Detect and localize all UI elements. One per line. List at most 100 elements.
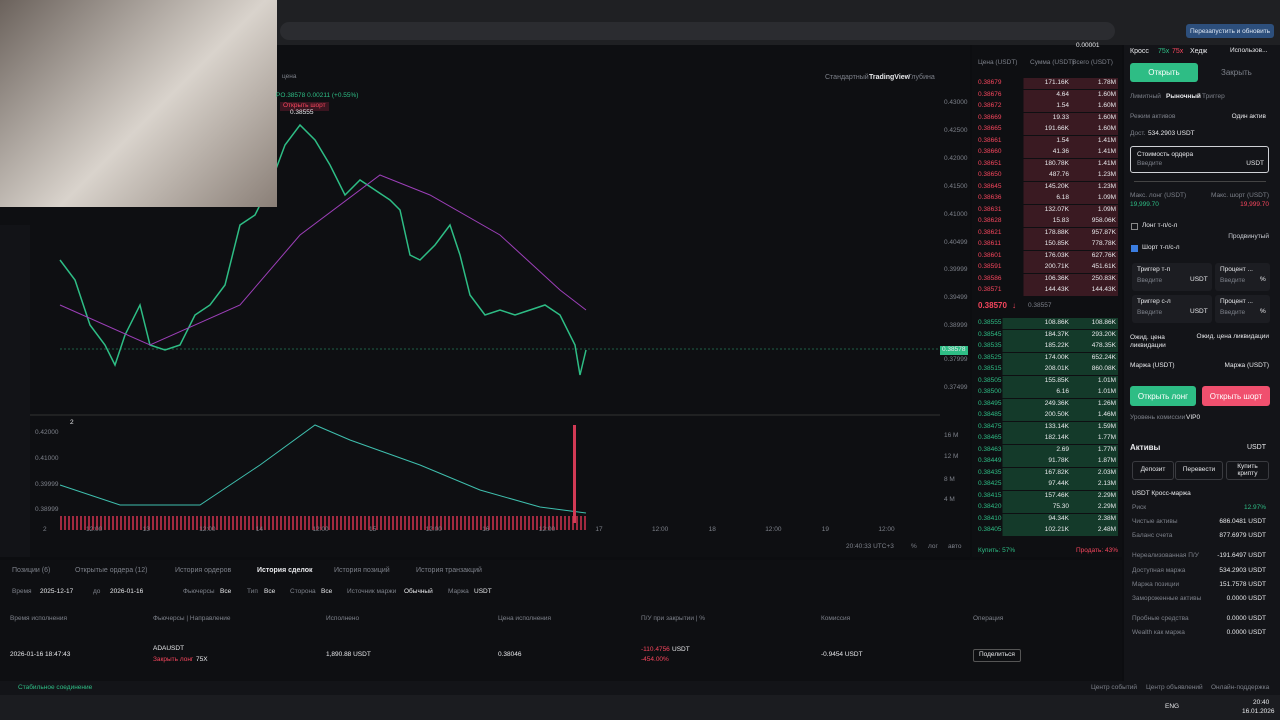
table-header[interactable]: Цена исполнения <box>498 615 552 622</box>
history-tab[interactable]: История сделок <box>257 567 313 574</box>
table-header[interactable]: Исполнено <box>326 615 360 622</box>
book-amount: 171.16K <box>1044 79 1069 86</box>
history-tab[interactable]: Позиции (6) <box>12 567 51 574</box>
asset-row-value: 0.0000 USDT <box>1226 629 1266 636</box>
input-placeholder: Введите <box>1220 277 1246 284</box>
book-amount: 4.64 <box>1056 90 1069 98</box>
order-type-tab[interactable]: Лимитный <box>1130 93 1161 100</box>
depth-bar <box>1000 421 1118 433</box>
history-tab[interactable]: История транзакций <box>416 567 482 574</box>
table-header[interactable]: Операция <box>973 615 1004 622</box>
volume-price-tick: 0.38999 <box>35 506 59 513</box>
moving-average <box>59 174 587 346</box>
fee: -0.9454 USDT <box>821 651 863 658</box>
account-name: USDT Кросс-маржа <box>1132 490 1191 497</box>
book-price: 0.38660 <box>978 148 1002 155</box>
book-total: 1.41M <box>1097 159 1116 167</box>
tab-close[interactable]: Закрыть <box>1221 68 1252 77</box>
depth-bar <box>1000 101 1118 112</box>
book-amount: 102.21K <box>1044 526 1069 533</box>
share-button[interactable]: Поделиться <box>973 649 1021 662</box>
tp-box <box>1132 263 1212 291</box>
pane-index: 2 <box>70 419 74 426</box>
input-unit: USDT <box>1190 308 1208 315</box>
tab-open[interactable]: Открыть <box>1130 63 1198 82</box>
asset-button[interactable]: Купить крипту <box>1226 461 1269 480</box>
history-tab[interactable]: Открытые ордера (12) <box>75 567 148 574</box>
volume-tick: 4 M <box>944 496 955 503</box>
price-tick: 0.37999 <box>944 356 968 364</box>
history-tab[interactable]: История ордеров <box>175 567 232 574</box>
depth-bar <box>1000 181 1118 193</box>
table-header[interactable]: Время исполнения <box>10 615 67 622</box>
table-header[interactable]: П/У при закрытии | % <box>641 615 706 622</box>
book-total: 2.48M <box>1097 526 1116 533</box>
depth-bar <box>1000 490 1118 502</box>
volume-tick: 12 M <box>944 453 959 460</box>
open-long-button[interactable]: Открыть лонг <box>1130 386 1196 406</box>
depth-bar <box>1000 89 1118 101</box>
time-tick: 15 <box>369 526 377 533</box>
checkbox-long[interactable] <box>1131 223 1138 230</box>
scale-button[interactable]: авто <box>948 543 962 550</box>
restart-button[interactable]: Перезапустить и обновить <box>1186 24 1274 38</box>
depth-bar <box>1000 398 1118 410</box>
book-total: 1.09M <box>1097 205 1116 213</box>
book-header: Сумма (USDT) <box>1030 59 1075 66</box>
percent-label: Процент ... <box>1220 298 1253 305</box>
asset-row-label: Замороженные активы <box>1132 595 1202 602</box>
book-price: 0.38515 <box>978 365 1002 372</box>
pnl-unit: USDT <box>672 646 690 653</box>
price-tick: 0.39499 <box>944 294 968 302</box>
assets-title: Активы <box>1130 443 1161 452</box>
slider[interactable] <box>1134 181 1266 182</box>
book-price: 0.38410 <box>978 514 1002 522</box>
depth-bar <box>1000 364 1118 375</box>
book-price: 0.38621 <box>978 228 1002 236</box>
order-value-input: Введите <box>1137 160 1163 167</box>
asset-button[interactable]: Перевести <box>1175 461 1223 480</box>
book-amount: 208.01K <box>1044 365 1069 372</box>
exec-price: 0.38046 <box>498 651 522 658</box>
filter-value: Все <box>264 588 276 595</box>
asset-button[interactable]: Депозит <box>1132 461 1174 480</box>
book-total: 108.86K <box>1091 319 1116 326</box>
percent-unit: % <box>1260 276 1266 283</box>
book-amount: 182.14K <box>1044 434 1069 441</box>
scale-button[interactable]: % <box>911 543 917 550</box>
side: Закрыть лонг <box>153 656 194 663</box>
open-short-button[interactable]: Открыть шорт <box>1202 386 1270 406</box>
book-total: 1.26M <box>1097 399 1116 407</box>
long-tpsl: Лонг т-п/с-л <box>1142 222 1178 229</box>
asset-row-value: -191.6497 USDT <box>1217 552 1266 559</box>
history-tab[interactable]: История позиций <box>334 567 390 574</box>
order-value-unit: USDT <box>1246 160 1264 167</box>
asset-row-label: Баланс счета <box>1132 532 1173 539</box>
toolbar-item: Стандартный <box>825 74 869 81</box>
book-total: 293.20K <box>1091 330 1116 338</box>
table-header[interactable]: Комиссия <box>821 615 851 622</box>
book-price: 0.38405 <box>978 526 1002 533</box>
time-tick: 12:00 <box>312 526 329 533</box>
checkbox-short[interactable] <box>1131 245 1138 252</box>
order-type-tab[interactable]: Рыночный <box>1166 93 1201 100</box>
input-placeholder: Введите <box>1137 309 1163 316</box>
depth-bar <box>1000 227 1118 239</box>
advanced: Продвинутый <box>1228 233 1269 240</box>
book-amount: 1.54 <box>1056 136 1069 144</box>
filter-value: Все <box>321 588 333 595</box>
table-header[interactable]: Фьючерсы | Направление <box>153 615 231 622</box>
leverage-long: 75x <box>1158 48 1170 55</box>
connection: Стабильное соединение <box>18 684 93 691</box>
order-type-tab[interactable]: Триггер <box>1202 93 1225 100</box>
scale-button[interactable]: лог <box>928 543 938 550</box>
filter-value: Все <box>220 588 232 595</box>
tick-size: 0.00001 <box>1076 42 1100 49</box>
asset-mode-label: Режим активов <box>1130 113 1176 120</box>
book-amount: 150.85K <box>1044 240 1069 247</box>
book-total: 250.83K <box>1091 274 1116 282</box>
book-amount: 19.33 <box>1052 113 1069 121</box>
assets-currency: USDT <box>1246 444 1266 451</box>
book-price: 0.38465 <box>978 434 1002 441</box>
book-price: 0.38611 <box>978 240 1002 247</box>
